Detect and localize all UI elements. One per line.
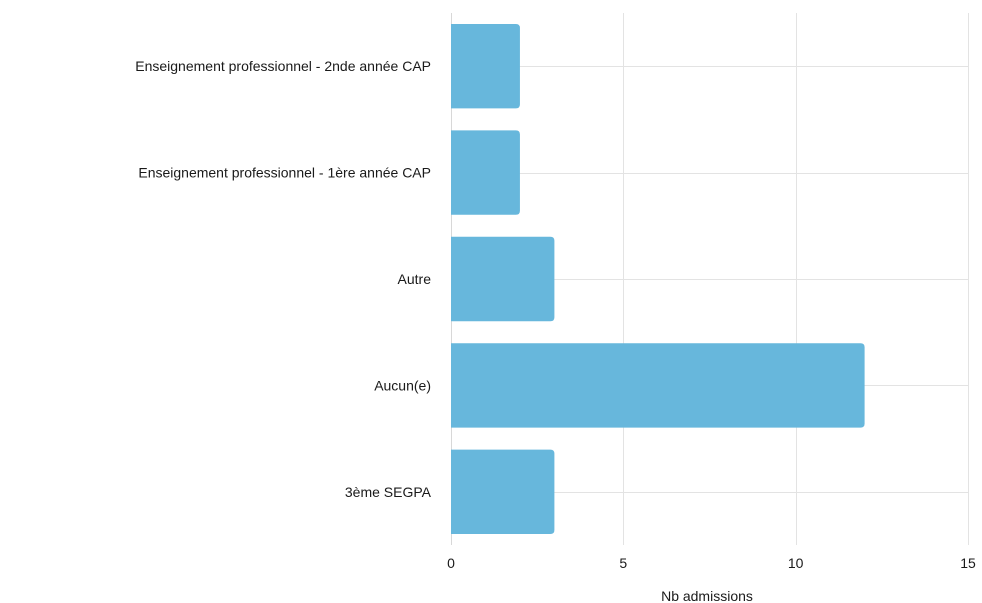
y-category-label: Autre — [398, 271, 432, 287]
x-tick-labels: 0 5 10 15 — [447, 555, 976, 571]
y-category-label: Enseignement professionnel - 1ère année … — [138, 165, 431, 181]
bar — [451, 449, 555, 534]
bar-layer — [451, 24, 865, 534]
bar — [451, 24, 520, 109]
bar — [451, 236, 555, 322]
y-category-label: Enseignement professionnel - 2nde année … — [135, 58, 431, 74]
x-tick-label: 15 — [960, 555, 976, 571]
category-labels: Enseignement professionnel - 2nde année … — [135, 58, 431, 500]
bar — [451, 343, 865, 428]
y-category-label: 3ème SEGPA — [345, 484, 432, 500]
x-tick-label: 10 — [788, 555, 804, 571]
y-category-label: Aucun(e) — [374, 377, 431, 393]
bar — [451, 130, 520, 215]
x-tick-label: 0 — [447, 555, 455, 571]
x-tick-label: 5 — [619, 555, 627, 571]
x-axis-title: Nb admissions — [661, 588, 753, 603]
